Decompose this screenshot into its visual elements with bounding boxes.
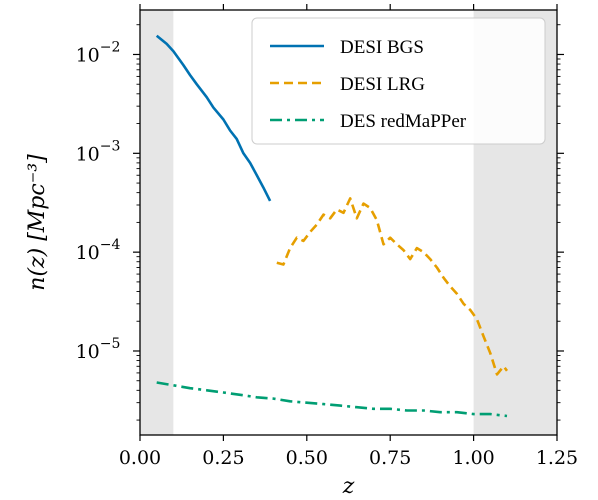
series-line-desi-lrg [276,197,509,376]
x-tick-label: 0.25 [202,447,244,469]
y-tick-label: 10−2 [76,39,121,66]
x-tick-label: 0.00 [119,447,161,469]
legend: DESI BGS DESI LRG DES redMaPPer [251,17,546,145]
legend-box [251,17,546,145]
y-tick-label: 10−4 [76,237,121,264]
x-tick-label: 0.50 [286,447,328,469]
series-layer [155,34,509,418]
legend-label-2: DES redMaPPer [340,111,467,132]
y-tick-label: 10−3 [76,138,121,165]
shaded-region-0 [140,10,174,435]
x-tick-label: 0.75 [369,447,411,469]
y-axis-label: n(z) [Mpc⁻³] [25,154,50,291]
x-tick-label: 1.25 [536,447,578,469]
x-axis-label: z [342,474,355,499]
ticks: 0.00 0.25 0.50 0.75 1.00 1.25 10−2 10−3 10−4 10−5 [76,4,578,469]
x-tick-label: 1.00 [452,447,494,469]
y-tick-label: 10−5 [76,336,121,363]
legend-label-0: DESI BGS [340,37,424,58]
legend-label-1: DESI LRG [340,74,425,95]
series-line-desi-bgs [155,34,272,202]
series-line-des-redmapper [156,381,508,418]
